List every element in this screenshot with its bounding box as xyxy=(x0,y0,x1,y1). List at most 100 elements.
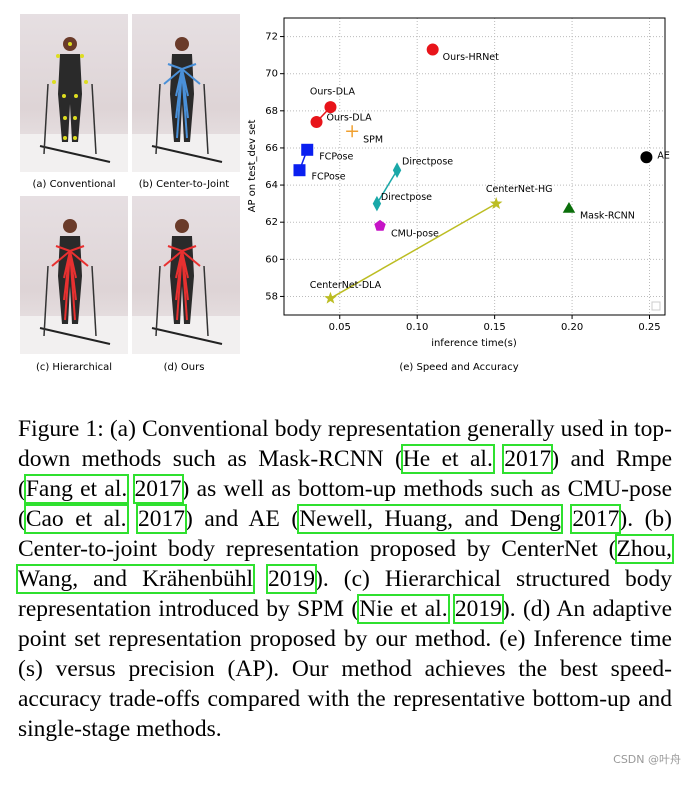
citation[interactable]: 2017 xyxy=(132,474,184,504)
point-label: Ours-DLA xyxy=(327,112,373,123)
skeleton xyxy=(51,250,71,267)
citation[interactable]: 2017 xyxy=(570,504,622,534)
point-label: CMU-pose xyxy=(391,228,439,239)
citation[interactable]: He et al. xyxy=(400,444,495,474)
skeleton xyxy=(181,68,188,139)
citation[interactable]: 2017 xyxy=(136,504,188,534)
x-tick-label: 0.05 xyxy=(329,322,351,333)
pole xyxy=(203,83,209,155)
keypoint xyxy=(62,94,66,98)
y-tick-label: 68 xyxy=(265,106,278,117)
caption-text xyxy=(127,506,139,532)
marker xyxy=(374,219,386,231)
skeleton xyxy=(163,68,183,85)
citation[interactable]: Zhou, Wang, and Krähenbühl xyxy=(16,534,674,594)
point-label: AE xyxy=(657,151,670,162)
caption-text: ) as well as bottom-up methods such as C… xyxy=(18,476,673,532)
citation[interactable]: Cao et al. xyxy=(23,504,129,534)
marker xyxy=(392,162,402,179)
caption-text: ). (b) Center-to-joint body representati… xyxy=(18,506,672,562)
marker xyxy=(346,125,359,138)
keypoint xyxy=(74,94,78,98)
figure: (a) Conventional (b) Center-to-Joint (c)… xyxy=(20,14,670,373)
caption-text: Figure 1: (a) Conventional body represen… xyxy=(18,416,672,472)
head xyxy=(63,219,77,233)
skeleton xyxy=(181,245,197,252)
citation[interactable]: Newell, Huang, and Deng xyxy=(297,504,563,534)
skeleton xyxy=(176,250,183,321)
skeleton xyxy=(181,63,197,70)
skeleton xyxy=(181,68,201,85)
caption-text xyxy=(253,566,268,592)
pole xyxy=(91,265,97,337)
skeleton xyxy=(163,250,183,267)
panel-caption: (b) Center-to-Joint xyxy=(139,179,230,190)
citation[interactable]: 2019 xyxy=(452,594,504,624)
panel-caption: (c) Hierarchical xyxy=(36,362,112,373)
marker xyxy=(489,197,503,209)
watermark: CSDN @叶舟 xyxy=(613,753,681,766)
legend-box xyxy=(651,301,661,311)
keypoint xyxy=(52,80,56,84)
marker xyxy=(293,164,306,177)
point-label: Directpose xyxy=(381,192,432,203)
keypoint xyxy=(63,136,67,140)
marker xyxy=(372,195,382,212)
skeleton xyxy=(55,245,71,252)
citation[interactable]: 2019 xyxy=(266,564,318,594)
citation[interactable]: Fang et al. xyxy=(23,474,130,504)
body xyxy=(170,236,194,324)
pole xyxy=(91,83,97,155)
marker xyxy=(324,101,337,114)
marker xyxy=(640,151,653,164)
body xyxy=(58,54,82,142)
skeleton xyxy=(64,250,71,321)
caption-text xyxy=(448,596,455,622)
skeleton xyxy=(181,250,201,267)
y-tick-label: 64 xyxy=(265,180,278,191)
panel-caption: (d) Ours xyxy=(164,362,205,373)
ski xyxy=(39,145,111,163)
figure-caption: Figure 1: (a) Conventional body represen… xyxy=(16,414,674,744)
y-tick-label: 58 xyxy=(265,291,278,302)
pole xyxy=(203,265,209,337)
x-tick-label: 0.20 xyxy=(561,322,583,333)
point-label: FCPose xyxy=(319,151,353,162)
skeleton xyxy=(176,68,183,139)
ski xyxy=(151,327,223,345)
point-label: CenterNet-HG xyxy=(486,184,553,195)
plot-frame xyxy=(283,17,666,316)
y-axis-label: AP on test_dev set xyxy=(247,120,258,213)
y-tick-label: 70 xyxy=(265,69,278,80)
keypoint xyxy=(80,54,84,58)
marker xyxy=(324,291,337,304)
x-tick-label: 0.15 xyxy=(484,322,506,333)
citation[interactable]: 2017 xyxy=(502,444,554,474)
keypoint xyxy=(73,116,77,120)
keypoint xyxy=(63,116,67,120)
skeleton xyxy=(69,250,76,321)
y-tick-label: 72 xyxy=(265,32,278,43)
skeleton xyxy=(69,250,89,267)
caption-text: ) and Rmpe ( xyxy=(18,446,673,502)
point-label: SPM xyxy=(363,135,383,146)
skeleton xyxy=(167,63,183,70)
caption-text xyxy=(561,506,573,532)
ski xyxy=(39,327,111,345)
chart-caption: (e) Speed and Accuracy xyxy=(399,362,518,373)
caption-text: ). (d) An adaptive point set representat… xyxy=(18,596,672,742)
point-label: Mask-RCNN xyxy=(580,211,635,222)
x-tick-label: 0.25 xyxy=(638,322,660,333)
point-label: FCPose xyxy=(311,172,345,183)
pole xyxy=(155,83,161,155)
skeleton xyxy=(181,250,188,321)
point-label: Ours-HRNet xyxy=(443,52,499,63)
pole xyxy=(43,265,49,337)
marker xyxy=(562,201,576,213)
keypoint xyxy=(56,54,60,58)
photos xyxy=(20,14,240,354)
y-tick-label: 66 xyxy=(265,143,278,154)
citation[interactable]: Nie et al. xyxy=(357,594,450,624)
caption-text xyxy=(127,476,134,502)
